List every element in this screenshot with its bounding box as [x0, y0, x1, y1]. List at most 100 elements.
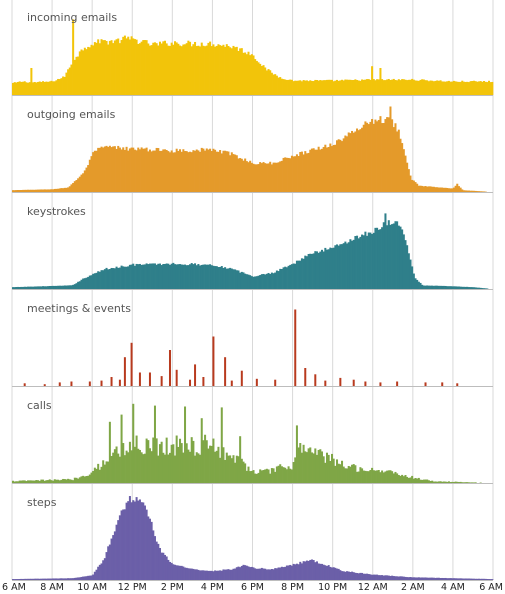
- bar: [189, 41, 192, 95]
- bar: [416, 478, 419, 483]
- bar: [319, 251, 322, 289]
- bar: [202, 570, 205, 580]
- bar: [384, 80, 387, 95]
- bar: [319, 80, 322, 95]
- bar: [143, 453, 146, 483]
- bar: [364, 573, 367, 580]
- bar: [289, 264, 292, 289]
- bar: [265, 273, 268, 289]
- bar: [431, 480, 434, 483]
- bar: [240, 48, 243, 95]
- bar: [295, 80, 298, 95]
- bar: [190, 437, 193, 483]
- bar: [245, 274, 248, 289]
- bar: [123, 455, 126, 483]
- bar: [195, 46, 198, 95]
- bar: [459, 81, 462, 95]
- bar: [439, 481, 442, 483]
- bar: [464, 81, 467, 95]
- bar: [175, 148, 178, 192]
- bar: [35, 480, 38, 483]
- bar: [419, 479, 422, 483]
- bar: [274, 74, 277, 95]
- bar: [244, 158, 247, 192]
- x-tick-label: 2 AM: [401, 582, 425, 593]
- bar: [411, 577, 414, 580]
- bar: [63, 76, 66, 95]
- bar: [17, 190, 20, 192]
- bar: [118, 267, 121, 289]
- bar: [472, 80, 475, 95]
- bar: [227, 455, 230, 483]
- bar: [108, 145, 111, 192]
- bar: [133, 39, 136, 95]
- bar: [394, 221, 397, 289]
- bar: [431, 285, 434, 289]
- bar: [351, 464, 354, 483]
- bar: [170, 263, 173, 289]
- bar: [396, 131, 399, 192]
- bar: [481, 191, 484, 192]
- x-tick-label: 10 AM: [77, 582, 107, 593]
- bar: [157, 455, 160, 483]
- bar: [290, 565, 293, 580]
- bar: [312, 81, 315, 95]
- bar: [120, 149, 123, 192]
- bar: [234, 269, 237, 289]
- bar: [70, 381, 73, 386]
- bar: [459, 578, 462, 580]
- bar: [229, 47, 232, 95]
- bar: [224, 357, 227, 386]
- bar: [339, 80, 342, 95]
- bar: [180, 151, 183, 192]
- bar: [13, 287, 16, 289]
- bar: [95, 468, 98, 483]
- bar: [205, 440, 208, 483]
- bar: [199, 570, 202, 580]
- bar: [419, 577, 422, 580]
- bar: [214, 46, 217, 95]
- bar: [83, 170, 86, 192]
- bar: [48, 81, 51, 95]
- bar: [187, 568, 190, 580]
- bar: [401, 143, 404, 192]
- bar: [234, 154, 237, 192]
- bar: [431, 80, 434, 95]
- bar: [255, 276, 258, 289]
- bar: [143, 264, 146, 289]
- bar: [456, 286, 459, 289]
- bar: [347, 79, 350, 95]
- bar: [469, 81, 472, 95]
- bar: [459, 187, 462, 192]
- bar: [57, 578, 60, 580]
- bar: [272, 162, 275, 192]
- bar: [452, 481, 455, 483]
- bar: [189, 151, 192, 192]
- bar: [42, 81, 45, 95]
- bar: [40, 578, 43, 580]
- bar: [192, 264, 195, 289]
- bar: [401, 576, 404, 580]
- bar: [177, 43, 180, 95]
- bar: [369, 470, 372, 483]
- bar: [232, 455, 235, 483]
- bar: [451, 481, 454, 483]
- x-tick-label: 6 PM: [241, 582, 264, 593]
- bar: [244, 273, 247, 289]
- bar: [28, 578, 31, 580]
- bar: [123, 357, 126, 386]
- bar: [62, 285, 65, 289]
- bar: [339, 139, 342, 192]
- bar: [401, 229, 404, 289]
- bar: [477, 191, 480, 192]
- bar: [254, 473, 257, 483]
- bar: [260, 163, 263, 192]
- bar: [225, 151, 228, 192]
- bar: [103, 558, 106, 580]
- bar: [431, 577, 434, 580]
- bar: [255, 473, 258, 483]
- bar: [68, 67, 71, 95]
- bar: [297, 156, 300, 192]
- bar: [305, 256, 308, 289]
- bar: [369, 574, 372, 580]
